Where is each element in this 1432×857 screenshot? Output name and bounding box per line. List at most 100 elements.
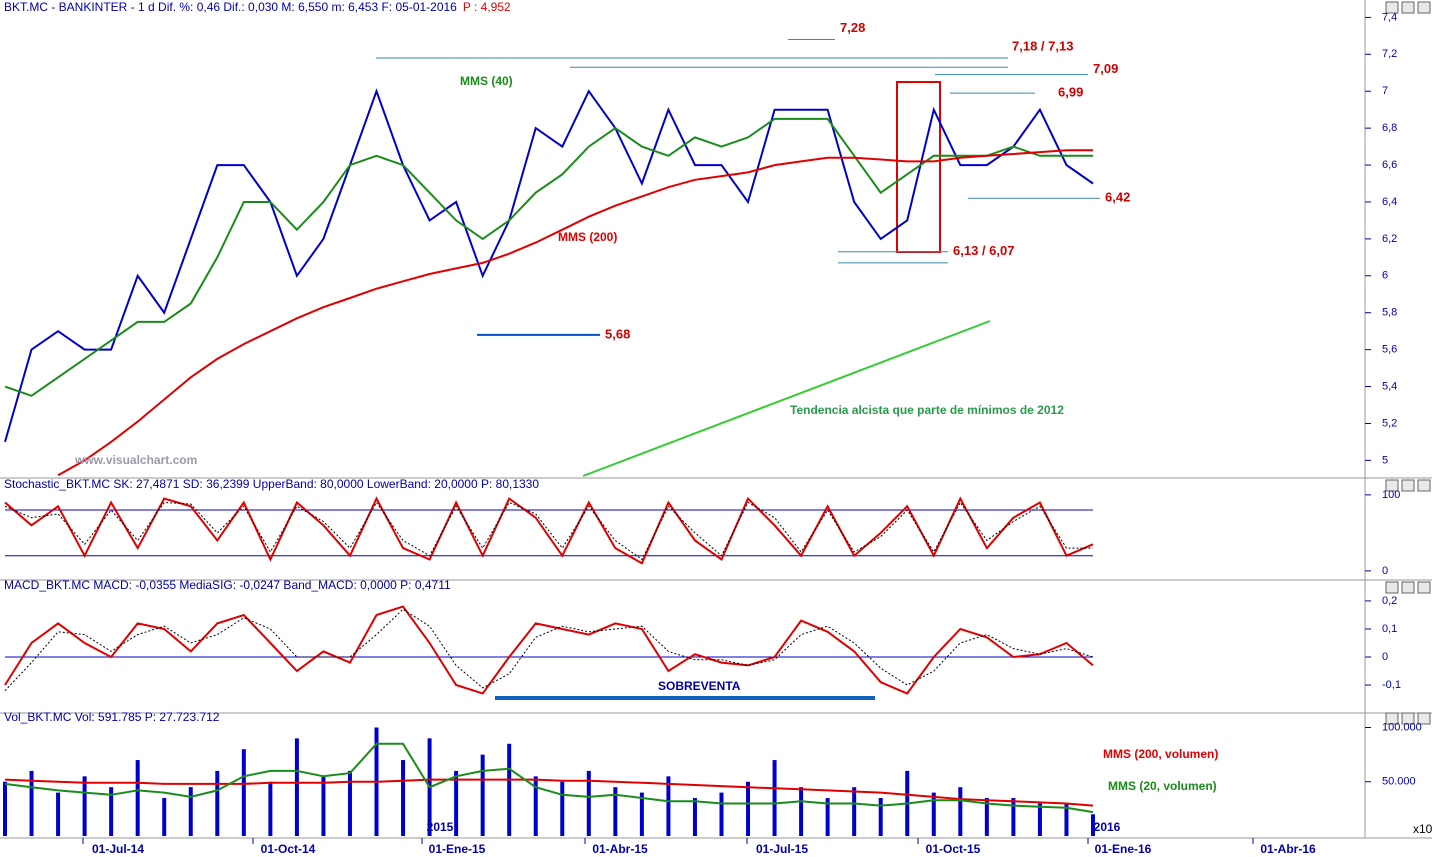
- level-label: 5,68: [605, 326, 630, 341]
- volume-bar: [746, 781, 751, 836]
- year-label: 2015: [427, 820, 454, 834]
- watermark: www.visualchart.com: [74, 453, 197, 467]
- x-tick-label: 01-Oct-15: [926, 842, 981, 856]
- volume-bar: [1011, 798, 1016, 836]
- panel-button: [1385, 479, 1399, 492]
- y-tick-label: 5,8: [1382, 307, 1397, 319]
- volume-bar: [321, 776, 326, 836]
- panel-header: MACD_BKT.MC MACD: -0,0355 MediaSIG: -0,0…: [4, 578, 451, 592]
- volume-bar: [480, 754, 485, 836]
- x-tick-label: 01-Abr-15: [592, 842, 648, 856]
- x-tick-label: 01-Ene-15: [429, 842, 486, 856]
- volume-bar: [1064, 803, 1069, 836]
- volume-bar: [719, 792, 724, 836]
- y-tick-label: 6,4: [1382, 196, 1397, 208]
- volume-bar: [533, 776, 538, 836]
- x-tick-label: 01-Jul-14: [92, 842, 144, 856]
- level-label: 7,09: [1093, 61, 1118, 76]
- x-tick-label: 01-Abr-16: [1260, 842, 1316, 856]
- panel-button: [1401, 479, 1415, 492]
- volume-bar: [56, 792, 61, 836]
- y-tick-label: 100: [1382, 489, 1400, 501]
- level-label: 6,42: [1105, 190, 1130, 205]
- header-extra: P : 4,952: [463, 0, 511, 14]
- volume-bar: [772, 760, 777, 836]
- y-tick-label: 0,1: [1382, 623, 1397, 635]
- volume-bar: [825, 798, 830, 836]
- y-tick-label: 7: [1382, 85, 1388, 97]
- y-tick-label: 5,4: [1382, 380, 1397, 392]
- y-tick-label: 0,2: [1382, 595, 1397, 607]
- y-tick-label: 100.000: [1382, 721, 1422, 733]
- y-tick-label: 7,2: [1382, 48, 1397, 60]
- panel-button: [1385, 1, 1399, 14]
- volume-bar: [241, 749, 246, 836]
- series-line: [4, 778, 1094, 807]
- y-tick-label: -0,1: [1382, 679, 1401, 691]
- series-label: MMS (20, volumen): [1108, 779, 1217, 793]
- volume-bar: [29, 770, 34, 836]
- y-tick-label: 6: [1382, 270, 1388, 282]
- y-tick-label: 0: [1382, 565, 1388, 577]
- volume-bar: [878, 798, 883, 836]
- x-tick-label: 01-Ene-16: [1095, 842, 1152, 856]
- volume-bar: [799, 787, 804, 836]
- series-label: MMS (200, volumen): [1103, 747, 1218, 761]
- volume-bar: [666, 776, 671, 836]
- volume-bar: [692, 798, 697, 836]
- volume-bar: [931, 792, 936, 836]
- header-text: Vol_BKT.MC Vol: 591.785 P: 27.723.712: [4, 710, 220, 724]
- y-tick-label: 0: [1382, 651, 1388, 663]
- y-tick-label: 6,2: [1382, 233, 1397, 245]
- panel-button: [1401, 1, 1415, 14]
- y-tick-label: 7,4: [1382, 11, 1397, 23]
- volume-bar: [215, 770, 220, 836]
- series-line: [4, 117, 1093, 397]
- level-label: 6,99: [1058, 85, 1083, 100]
- series-label: MMS (200): [558, 230, 617, 244]
- panel-header: BKT.MC - BANKINTER - 1 d Dif. %: 0,46 Di…: [4, 0, 511, 14]
- level-label: 7,28: [840, 20, 865, 35]
- y-tick-label: 5,2: [1382, 417, 1397, 429]
- volume-bar: [454, 770, 459, 836]
- series-line: [57, 149, 1093, 477]
- series-line: [4, 88, 1094, 443]
- volume-bar: [162, 798, 167, 836]
- panel-button: [1385, 712, 1399, 725]
- header-text: BKT.MC - BANKINTER - 1 d Dif. %: 0,46 Di…: [4, 0, 457, 14]
- y-tick-label: 5,6: [1382, 344, 1397, 356]
- volume-bar: [268, 781, 273, 836]
- panel-button: [1401, 712, 1415, 725]
- panel-button: [1417, 712, 1431, 725]
- volume-bar: [507, 743, 512, 836]
- volume-bar: [639, 792, 644, 836]
- volume-bar: [401, 760, 406, 836]
- x-tick-label: 01-Oct-14: [261, 842, 316, 856]
- series-line: [4, 501, 1093, 561]
- series-line: [4, 496, 1094, 565]
- volume-bar: [613, 787, 618, 836]
- series-label: MMS (40): [460, 74, 513, 88]
- volume-bar: [347, 770, 352, 836]
- panel-button: [1417, 1, 1431, 14]
- volume-bar: [958, 787, 963, 836]
- volume-bar: [82, 776, 87, 836]
- volume-bar: [3, 781, 7, 836]
- panel-button: [1417, 581, 1431, 594]
- series-line: [4, 742, 1094, 814]
- header-text: Stochastic_BKT.MC SK: 27,4871 SD: 36,239…: [4, 477, 539, 491]
- volume-bar: [1037, 803, 1042, 836]
- panel-header: Vol_BKT.MC Vol: 591.785 P: 27.723.712: [4, 710, 220, 724]
- volume-bar: [294, 738, 299, 836]
- volume-bar: [586, 770, 591, 836]
- level-label: 7,18 / 7,13: [1012, 38, 1073, 53]
- header-text: MACD_BKT.MC MACD: -0,0355 MediaSIG: -0,0…: [4, 578, 451, 592]
- panel-button: [1401, 581, 1415, 594]
- annotation: SOBREVENTA: [658, 679, 741, 693]
- x-tick-label: 01-Jul-15: [756, 842, 808, 856]
- trend-line: [582, 320, 991, 477]
- panel-header: Stochastic_BKT.MC SK: 27,4871 SD: 36,239…: [4, 477, 539, 491]
- y-tick-label: 5: [1382, 454, 1388, 466]
